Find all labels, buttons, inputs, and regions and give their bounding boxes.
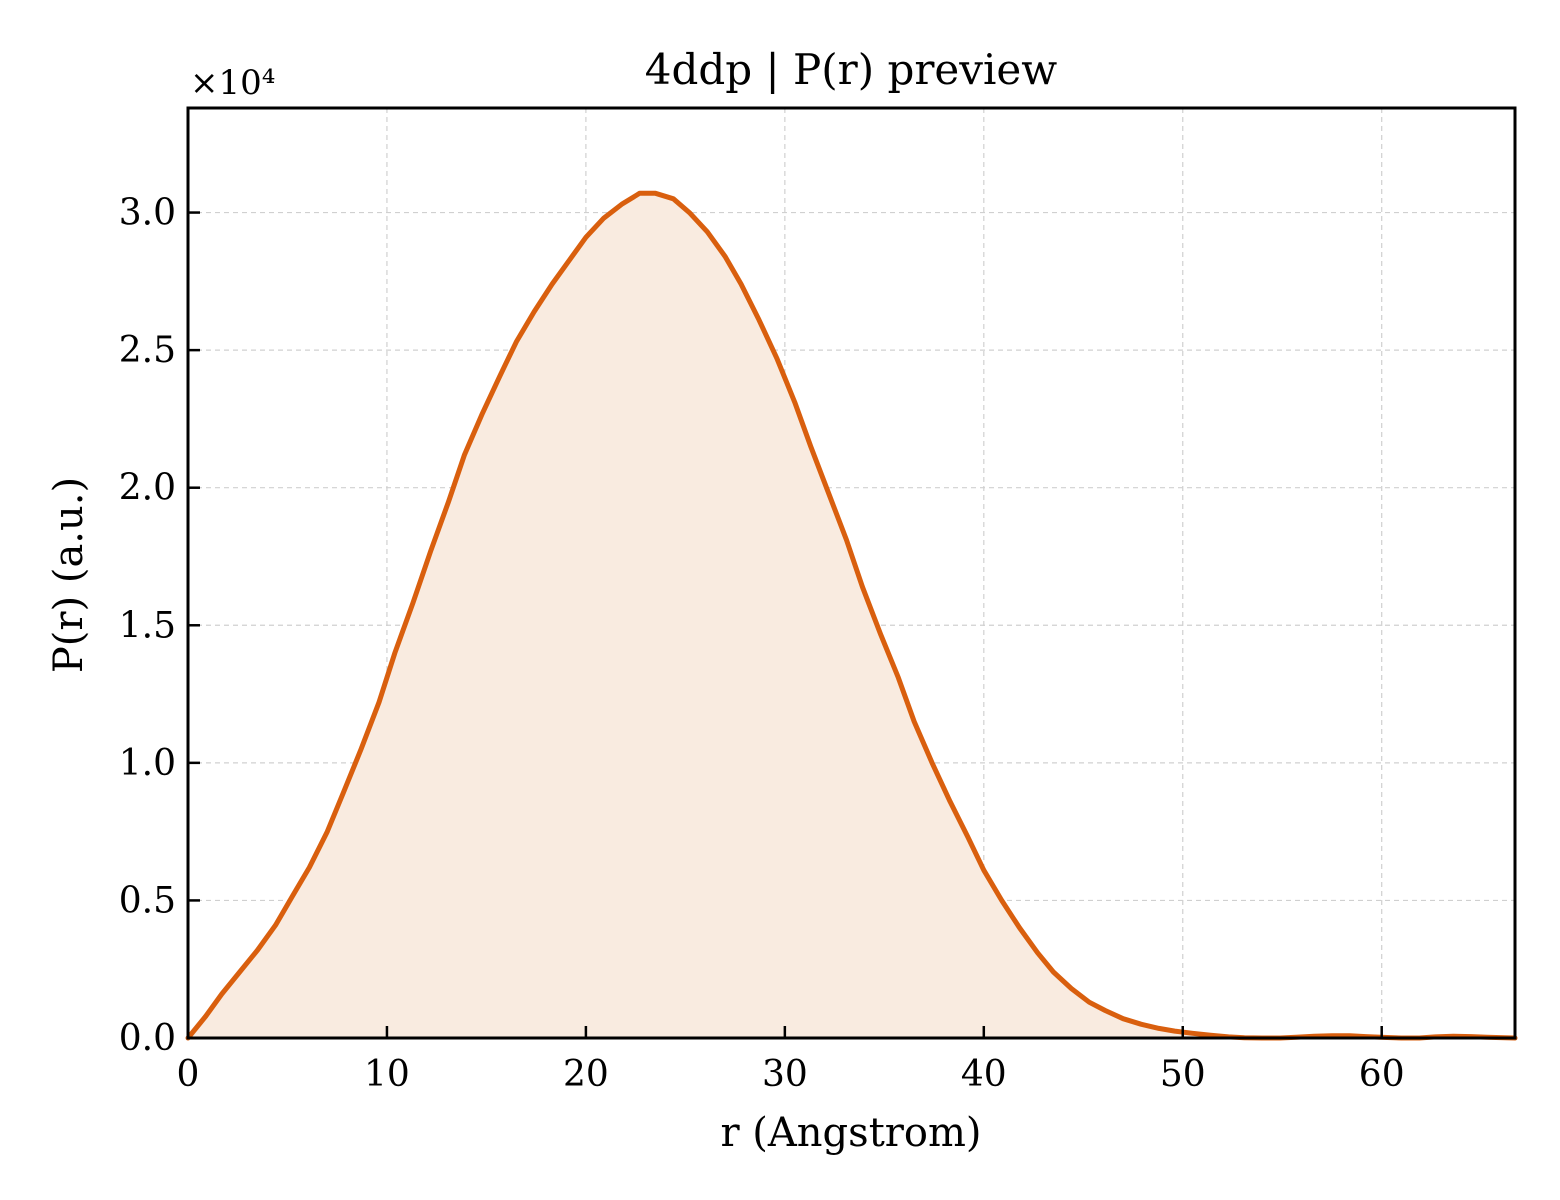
y-multiplier-label: ×10⁴	[190, 63, 275, 103]
x-tick-label: 30	[762, 1054, 808, 1095]
y-tick-label: 1.5	[119, 605, 176, 646]
y-axis-label: P(r) (a.u.)	[46, 477, 92, 673]
y-tick-label: 2.0	[119, 468, 176, 509]
plot-frame	[186, 106, 1517, 1040]
x-tick-label: 60	[1359, 1054, 1405, 1095]
x-tick-label: 50	[1160, 1054, 1206, 1095]
x-axis-label: r (Angstrom)	[720, 1110, 981, 1156]
x-tick-label: 0	[177, 1054, 200, 1095]
chart-title: 4ddp | P(r) preview	[645, 45, 1058, 94]
y-tick-label: 0.5	[119, 880, 176, 921]
x-tick-label: 20	[563, 1054, 609, 1095]
label-layer: 4ddp | P(r) preview r (Angstrom) P(r) (a…	[46, 45, 1057, 1156]
tick-layer: 0 10 20 30 40 50 60 0.0 0.5 1.0 1.5 2.0 2.5 3.0	[119, 193, 1405, 1095]
fill-layer	[188, 193, 1515, 1039]
y-tick-label: 1.0	[119, 743, 176, 784]
frame-layer	[186, 106, 1517, 1040]
series-area-fill	[188, 193, 1515, 1039]
y-tick-label: 2.5	[119, 330, 176, 371]
y-tick-label: 0.0	[119, 1018, 176, 1059]
x-tick-label: 40	[961, 1054, 1007, 1095]
x-tick-label: 10	[364, 1054, 410, 1095]
y-tick-label: 3.0	[119, 193, 176, 234]
